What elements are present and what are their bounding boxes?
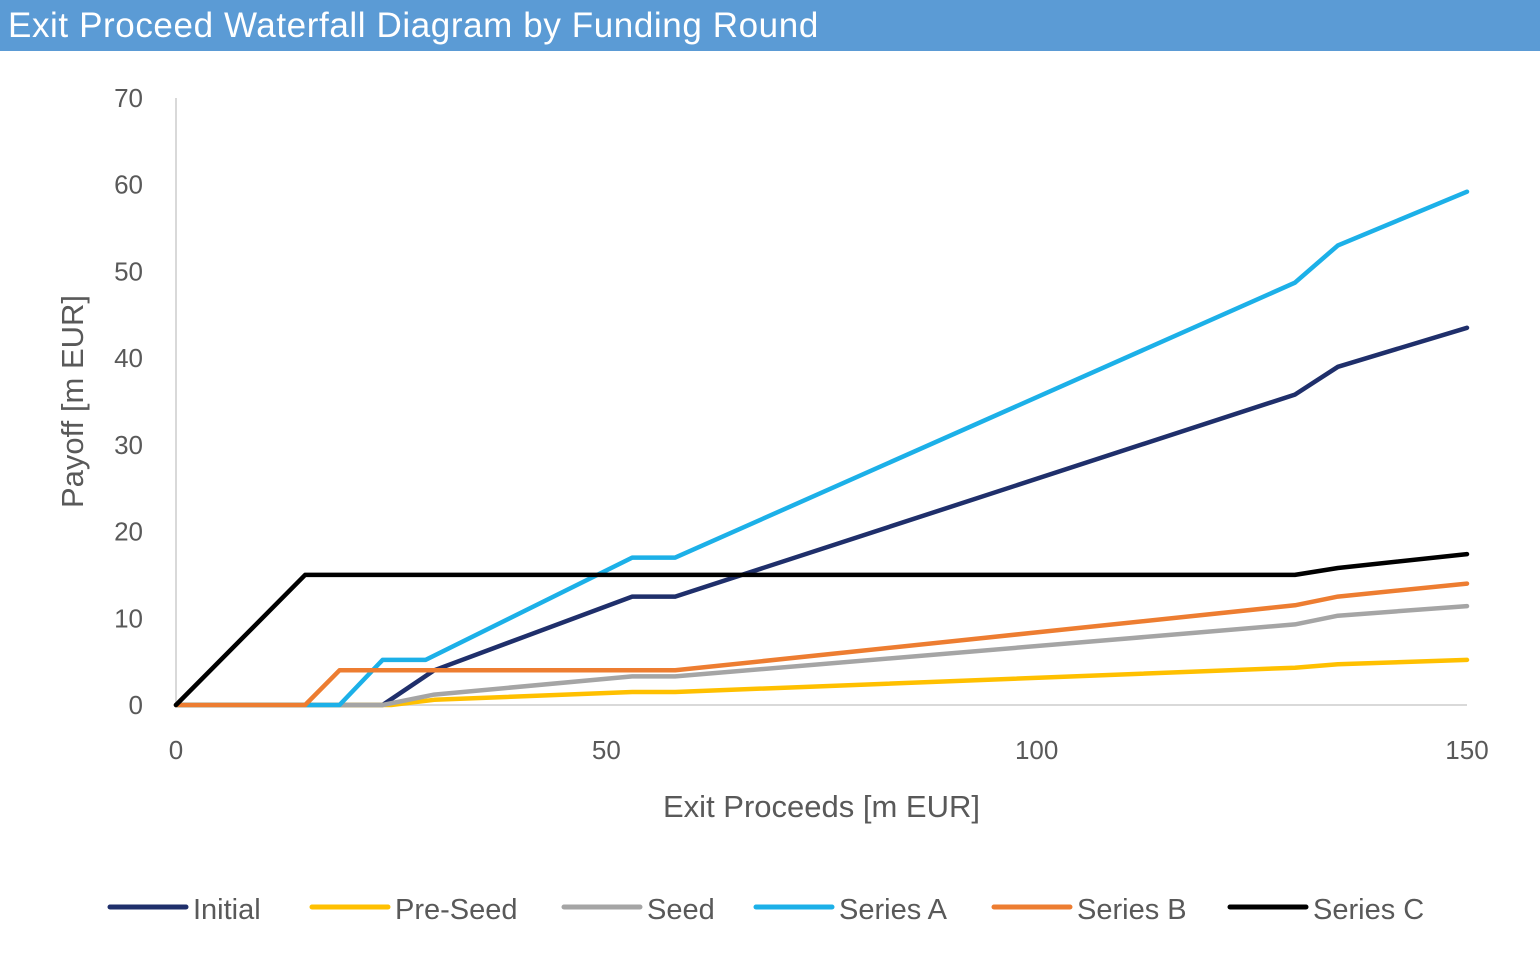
legend-label-pre-seed: Pre-Seed [395,894,518,926]
chart-title-bar: Exit Proceed Waterfall Diagram by Fundin… [0,0,1540,51]
legend-item-initial: Initial [107,894,261,926]
y-tick-label: 50 [114,256,143,286]
series-line-series-b [173,581,1470,708]
legend-label-series-b: Series B [1077,894,1187,926]
legend-label-initial: Initial [193,894,261,926]
legend-item-seed: Seed [561,894,715,926]
y-tick-label: 0 [129,690,143,720]
x-axis-label: Exit Proceeds [m EUR] [663,789,980,824]
legend-item-series-b: Series B [991,894,1187,926]
series-line-initial [173,325,1470,708]
x-tick-label: 50 [592,735,621,765]
legend-item-series-c: Series C [1227,894,1424,926]
y-tick-label: 10 [114,603,143,633]
y-axis-label: Payoff [m EUR] [55,295,90,508]
y-tick-label: 60 [114,170,143,200]
y-tick-label: 70 [114,83,143,113]
legend: Initial Pre-Seed Seed Series A Series B Serie… [107,894,1424,926]
chart-title: Exit Proceed Waterfall Diagram by Fundin… [8,6,819,45]
y-tick-label: 20 [114,517,143,547]
series-line-pre-seed [173,657,1470,708]
legend-item-series-a: Series A [753,894,948,926]
y-tick-label: 40 [114,343,143,373]
legend-label-seed: Seed [647,894,715,926]
axes: 0 10 20 30 40 50 60 70 0 50 100 150 Exit Proceeds [m… [55,83,1489,824]
legend-label-series-a: Series A [839,894,948,926]
series-line-series-c [173,551,1470,708]
series-line-seed [173,603,1470,708]
x-tick-label: 150 [1445,735,1488,765]
y-tick-label: 30 [114,430,143,460]
x-tick-label: 0 [169,735,183,765]
legend-item-pre-seed: Pre-Seed [309,894,518,926]
series-line-series-a [173,189,1470,708]
x-tick-label: 100 [1015,735,1058,765]
legend-label-series-c: Series C [1313,894,1424,926]
series-layer [173,189,1470,708]
